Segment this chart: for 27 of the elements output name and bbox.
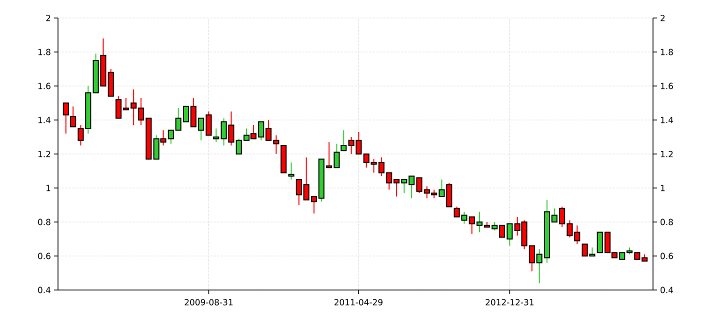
- x-tick-label: 2012-12-31: [486, 299, 534, 306]
- x-tick-label: 2011-04-29: [334, 299, 382, 306]
- y2-tick-label: 0.4: [660, 286, 674, 294]
- y-tick-label: 1.2: [38, 150, 50, 158]
- y-tick-label: 2: [46, 14, 50, 22]
- y-tick-label: 1.8: [38, 48, 50, 56]
- candlestick: [108, 68, 114, 97]
- y2-tick-label: 1.8: [660, 48, 673, 56]
- y-tick-label: 0.6: [38, 252, 50, 260]
- candlestick: [213, 128, 220, 143]
- candlestick: [70, 106, 76, 128]
- y2-tick-label: 0.6: [660, 252, 673, 260]
- y2-tick-label: 1.4: [660, 116, 674, 124]
- y-tick-label: 1.6: [38, 82, 50, 90]
- y2-tick-label: 1.6: [660, 82, 673, 90]
- y-tick-label: 1.4: [38, 116, 50, 124]
- y2-tick-label: 2: [660, 14, 665, 22]
- y-tick-label: 0.8: [38, 218, 50, 226]
- candlestick: [340, 130, 347, 152]
- y2-tick-label: 1.2: [660, 150, 673, 158]
- y-tick-label: 1: [46, 184, 50, 192]
- candlestick: [288, 162, 294, 180]
- y2-tick-label: 1: [660, 184, 665, 192]
- y2-tick-label: 0.8: [660, 218, 673, 226]
- candlestick: [62, 102, 69, 134]
- y-tick-label: 0.4: [38, 286, 50, 294]
- x-tick-label: 2009-08-31: [184, 299, 233, 306]
